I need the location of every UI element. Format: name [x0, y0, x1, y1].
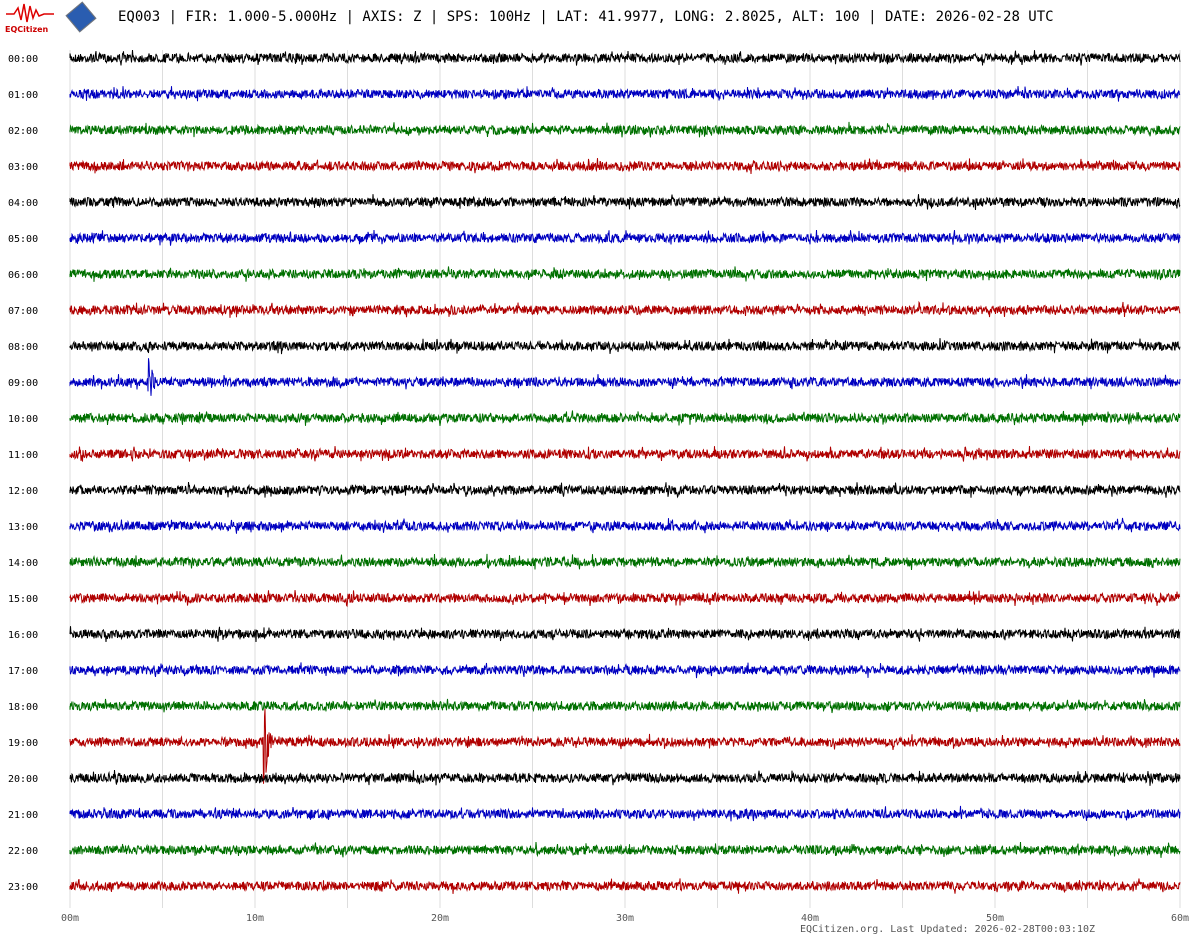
row-label: 20:00	[8, 774, 38, 785]
trace-0400	[69, 194, 1181, 211]
x-tick-label: 00m	[61, 913, 79, 924]
x-tick-label: 60m	[1171, 913, 1189, 924]
trace-2100	[69, 805, 1181, 822]
trace-0200	[69, 121, 1181, 138]
row-label: 19:00	[8, 738, 38, 749]
row-label: 05:00	[8, 234, 38, 245]
row-label: 22:00	[8, 846, 38, 857]
row-label: 01:00	[8, 90, 38, 101]
trace-2000	[69, 769, 1181, 786]
trace-1200	[69, 481, 1181, 499]
row-label: 02:00	[8, 126, 38, 137]
row-label: 23:00	[8, 882, 38, 893]
logo-text: EQCitizen	[5, 25, 49, 34]
row-label: 11:00	[8, 450, 38, 461]
row-label: 07:00	[8, 306, 38, 317]
row-label: 15:00	[8, 594, 38, 605]
x-tick-label: 50m	[986, 913, 1004, 924]
x-tick-label: 30m	[616, 913, 634, 924]
trace-1400	[69, 553, 1181, 571]
trace-0900	[69, 358, 1181, 396]
x-tick-label: 40m	[801, 913, 819, 924]
row-label: 12:00	[8, 486, 38, 497]
row-label: 03:00	[8, 162, 38, 173]
row-label: 10:00	[8, 414, 38, 425]
row-label: 08:00	[8, 342, 38, 353]
trace-1300	[69, 517, 1181, 534]
trace-0300	[69, 158, 1181, 175]
trace-0700	[69, 300, 1181, 318]
trace-0100	[69, 86, 1181, 102]
trace-2200	[69, 841, 1181, 858]
row-label: 04:00	[8, 198, 38, 209]
trace-1500	[69, 590, 1181, 608]
trace-2300	[69, 878, 1181, 894]
x-tick-label: 20m	[431, 913, 449, 924]
row-label: 16:00	[8, 630, 38, 641]
row-label: 00:00	[8, 54, 38, 65]
row-label: 18:00	[8, 702, 38, 713]
trace-1000	[69, 410, 1181, 426]
trace-0500	[69, 229, 1181, 246]
trace-0600	[69, 266, 1181, 282]
footer-updated: EQCitizen.org. Last Updated: 2026-02-28T…	[800, 924, 1096, 935]
trace-1800	[69, 698, 1181, 714]
row-label: 14:00	[8, 558, 38, 569]
row-label: 06:00	[8, 270, 38, 281]
row-label: 13:00	[8, 522, 38, 533]
trace-1600	[69, 626, 1181, 643]
trace-0000	[69, 49, 1181, 66]
row-label: 21:00	[8, 810, 38, 821]
trace-0800	[69, 338, 1181, 355]
eqcitizen-logo	[6, 3, 54, 23]
trace-1700	[69, 662, 1181, 679]
row-label: 09:00	[8, 378, 38, 389]
chart-title: EQ003 | FIR: 1.000-5.000Hz | AXIS: Z | S…	[118, 9, 1054, 25]
trace-1100	[69, 445, 1181, 462]
x-tick-label: 10m	[246, 913, 264, 924]
trace-1900	[69, 708, 1181, 784]
row-label: 17:00	[8, 666, 38, 677]
